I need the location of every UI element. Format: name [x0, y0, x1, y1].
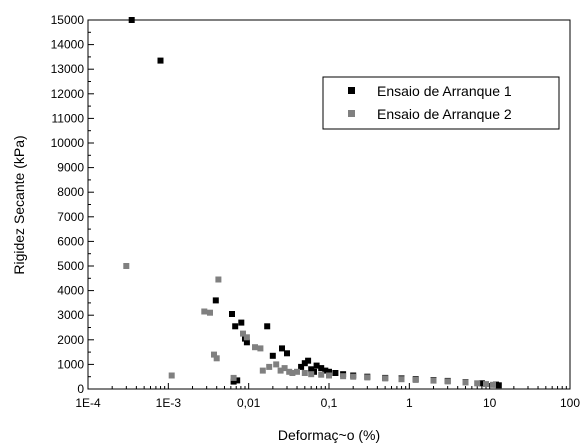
x-tick-label-5: 10 — [483, 396, 497, 410]
x-tick-label-6: 100 — [560, 396, 580, 410]
series-2-point-16 — [281, 365, 288, 372]
y-tick-label-9: 9000 — [57, 161, 84, 175]
y-tick-label-4: 4000 — [57, 284, 84, 298]
series-2-point-33 — [474, 380, 481, 387]
x-tick-label-4: 1 — [406, 396, 413, 410]
series-1-point-1 — [157, 57, 164, 64]
series-2-point-19 — [294, 368, 300, 375]
series-1-point-33 — [478, 380, 485, 387]
series-1-point-5 — [238, 319, 245, 326]
series-1-point-8 — [264, 323, 271, 330]
series-2-point-29 — [412, 376, 419, 383]
x-tick-label-1: 1E-3 — [156, 396, 182, 410]
y-tick-label-5: 5000 — [57, 259, 84, 273]
y-tick-label-8: 8000 — [57, 185, 84, 199]
legend-box — [322, 76, 560, 130]
series-1-point-20 — [318, 365, 325, 372]
y-tick-label-11: 11000 — [52, 111, 85, 125]
series-2-point-1 — [168, 372, 175, 379]
series-1-point-21 — [322, 367, 329, 374]
series-2-point-13 — [266, 363, 273, 370]
series-2-point-10 — [252, 344, 258, 351]
series-1-point-9 — [269, 352, 276, 359]
y-tick-label-10: 10000 — [51, 136, 85, 150]
legend-label-series-2: Ensaio de Arranque 2 — [377, 106, 512, 122]
series-2-point-12 — [259, 367, 266, 374]
series-2-point-5 — [213, 355, 220, 362]
series-1-point-4 — [232, 323, 239, 330]
series-1-point-7 — [243, 339, 250, 346]
legend-label-series-1: Ensaio de Arranque 1 — [377, 83, 512, 99]
series-2-point-27 — [382, 375, 389, 382]
y-tick-label-3: 3000 — [57, 308, 84, 322]
series-1-point-2 — [212, 297, 219, 304]
series-2-point-20 — [301, 370, 308, 376]
y-tick-label-6: 6000 — [57, 234, 84, 248]
series-2-point-4 — [211, 351, 217, 358]
y-tick-label-1: 1000 — [57, 357, 84, 371]
series-1-point-19 — [313, 362, 320, 369]
series-2-point-0 — [123, 263, 130, 269]
legend-marker-series-1 — [348, 87, 355, 94]
series-1-point-13 — [234, 377, 241, 384]
y-axis-title: Rigidez Secante (kPa) — [11, 135, 27, 274]
x-tick-label-0: 1E-4 — [75, 396, 101, 410]
series-2-point-17 — [286, 368, 293, 375]
y-tick-label-13: 13000 — [51, 62, 85, 76]
series-1-point-0 — [128, 17, 135, 23]
series-1-point-14 — [298, 363, 305, 370]
series-2-point-22 — [318, 371, 325, 378]
y-tick-label-14: 14000 — [51, 38, 85, 52]
y-tick-label-15: 15000 — [51, 13, 85, 27]
series-1-point-23 — [332, 370, 339, 376]
series-2-point-31 — [444, 378, 451, 385]
y-tick-label-0: 0 — [77, 382, 84, 396]
series-2-point-11 — [257, 345, 264, 352]
series-2-point-21 — [308, 371, 315, 378]
series-2-point-6 — [215, 276, 222, 283]
x-axis-ticks: 1E-4 1E-3 0,01 0,1 1 10 100 — [75, 383, 580, 410]
x-tick-label-3: 0,1 — [321, 396, 338, 410]
series-2-point-28 — [398, 376, 405, 383]
data-points — [123, 17, 502, 389]
series-2-point-32 — [462, 379, 469, 386]
series-2-point-35 — [490, 381, 496, 388]
series-2-point-26 — [364, 374, 371, 381]
series-2-point-25 — [350, 373, 357, 380]
series-2-point-24 — [340, 373, 347, 380]
series-1-point-15 — [301, 360, 308, 367]
y-axis-ticks: 0 1000 2000 3000 4000 5000 6000 7000 8000 9000 100… — [51, 13, 94, 396]
series-2-point-2 — [201, 308, 208, 315]
series-1-point-3 — [229, 311, 235, 317]
series-1-point-10 — [279, 345, 285, 352]
series-1-point-12 — [230, 378, 237, 385]
series-1-point-35 — [495, 382, 502, 389]
series-2-point-34 — [483, 381, 489, 388]
legend: Ensaio de Arranque 1 Ensaio de Arranque … — [322, 76, 560, 130]
series-2-point-23 — [326, 372, 332, 379]
series-2-point-15 — [277, 367, 284, 374]
y-tick-label-7: 7000 — [57, 210, 84, 224]
series-2-point-18 — [289, 370, 296, 376]
legend-marker-series-2 — [348, 110, 355, 117]
series-2-point-9 — [243, 334, 250, 341]
series-2-point-3 — [207, 309, 213, 316]
series-1-point-16 — [305, 357, 312, 364]
plot-frame — [87, 19, 571, 390]
series-2-point-14 — [273, 361, 280, 368]
series-2-point-8 — [240, 330, 246, 337]
y-tick-label-12: 12000 — [51, 87, 85, 101]
series-2-point-30 — [430, 377, 437, 384]
x-tick-label-2: 0,01 — [237, 396, 261, 410]
y-tick-label-2: 2000 — [57, 333, 84, 347]
series-2-point-7 — [230, 374, 237, 381]
series-1-point-22 — [326, 368, 332, 375]
x-axis-title: Deformaç~o (%) — [278, 427, 380, 443]
series-1-point-11 — [284, 350, 290, 357]
